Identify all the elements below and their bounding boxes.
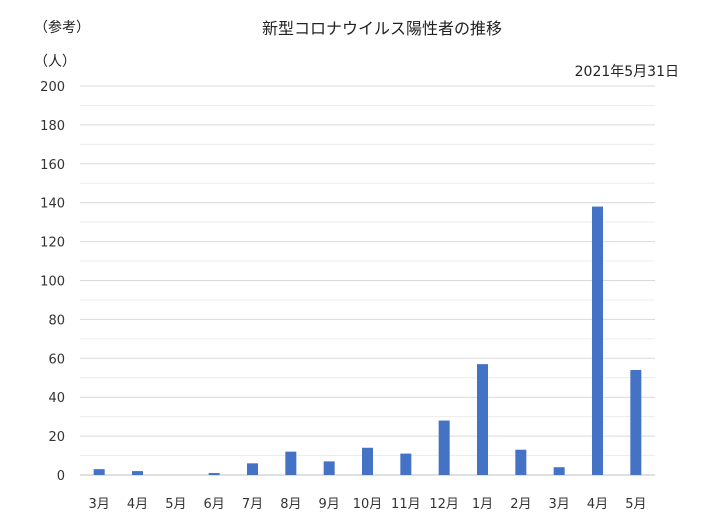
y-tick-label: 60: [48, 352, 65, 367]
y-axis-ticks: 0 20 40 60 80 100 120 140 160 180 200: [40, 80, 65, 484]
bar-5: [285, 451, 297, 475]
y-tick-label: 80: [48, 313, 65, 328]
x-tick-label: 3月: [549, 497, 570, 512]
bar-4: [247, 463, 258, 475]
y-tick-label: 160: [40, 158, 65, 173]
x-tick-label: 12月: [429, 497, 459, 512]
x-tick-label: 3月: [89, 497, 110, 512]
x-tick-label: 5月: [165, 497, 186, 512]
x-tick-label: 11月: [391, 497, 421, 512]
x-tick-label: 9月: [319, 497, 340, 512]
bar-14: [630, 369, 642, 475]
bar-13: [592, 206, 603, 475]
y-tick-label: 200: [40, 80, 65, 95]
x-tick-label: 6月: [204, 497, 225, 512]
bar-6: [323, 461, 335, 475]
bar-3: [208, 473, 220, 475]
y-tick-label: 140: [40, 197, 65, 212]
note-label: （参考）: [34, 19, 90, 36]
x-tick-label: 7月: [242, 497, 263, 512]
y-tick-label: 40: [48, 391, 65, 406]
x-tick-label: 1月: [472, 497, 493, 512]
y-tick-label: 0: [57, 469, 65, 484]
x-axis-ticks: 3月 4月 5月 6月 7月 8月 9月 10月 11月 12月 1月 2月 3月 4月 5月: [89, 497, 647, 512]
bar-9: [438, 420, 450, 475]
x-tick-label: 8月: [280, 497, 301, 512]
y-tick-label: 100: [40, 275, 65, 290]
bar-11: [515, 449, 527, 475]
gridlines: [80, 85, 655, 476]
date-label: 2021年5月31日: [575, 64, 679, 80]
bar-0: [93, 469, 105, 475]
y-tick-label: 20: [48, 430, 65, 445]
chart-title: 新型コロナウイルス陽性者の推移: [262, 19, 502, 38]
bar-10: [477, 364, 488, 475]
bar-8: [400, 453, 412, 475]
y-axis-unit-label: （人）: [34, 54, 76, 70]
bars: [93, 206, 642, 475]
y-tick-label: 120: [40, 236, 65, 251]
bar-1: [132, 471, 143, 475]
y-tick-label: 180: [40, 119, 65, 134]
x-tick-label: 10月: [353, 497, 383, 512]
x-tick-label: 4月: [127, 497, 148, 512]
x-tick-label: 5月: [625, 497, 646, 512]
x-tick-label: 4月: [587, 497, 608, 512]
bar-12: [553, 467, 565, 475]
bar-7: [362, 447, 373, 475]
x-tick-label: 2月: [510, 497, 531, 512]
